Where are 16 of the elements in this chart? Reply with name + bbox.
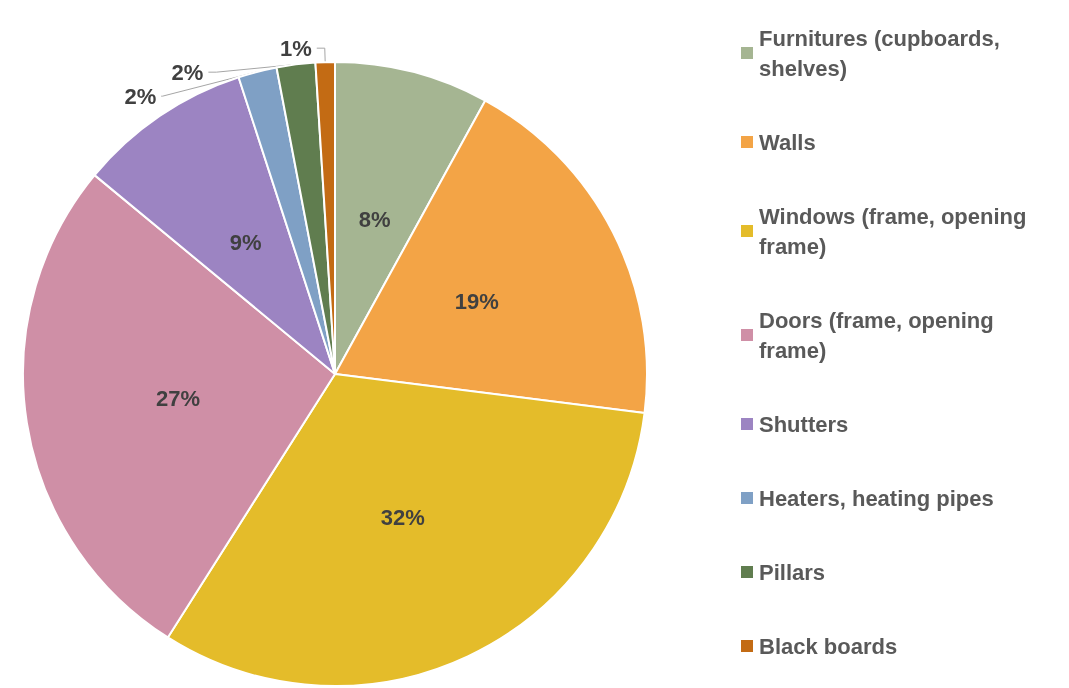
legend-label: Walls [759, 129, 816, 155]
data-label: 27% [155, 386, 200, 412]
legend-label: Black boards [759, 633, 898, 659]
legend-label: Furnitures (cupboards, shelves) [759, 25, 1006, 81]
data-label: 9% [229, 229, 262, 255]
data-label: 2% [124, 83, 157, 109]
legend-label: Heaters, heating pipes [759, 485, 994, 511]
data-label: 1% [279, 35, 312, 61]
legend-label: Windows (frame, opening frame) [759, 203, 1033, 259]
legend-label: Doors (frame, opening frame) [759, 307, 1000, 363]
legend-label: Shutters [759, 411, 849, 437]
legend-label: Pillars [759, 559, 826, 585]
data-label: 32% [380, 505, 425, 531]
data-label: 19% [454, 289, 499, 315]
data-label: 2% [171, 59, 204, 85]
data-label: 8% [358, 207, 391, 233]
